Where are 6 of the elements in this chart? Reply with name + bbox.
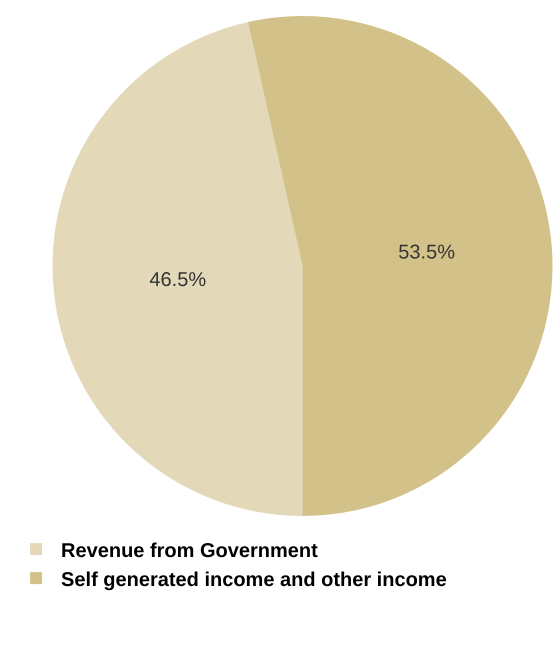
- data-label: 46.5%: [149, 268, 206, 291]
- legend-label: Revenue from Government: [61, 540, 318, 562]
- pie-slice: [52, 22, 302, 516]
- pie-slice: [248, 16, 552, 516]
- data-label: 53.5%: [398, 241, 456, 264]
- legend-label: Self generated income and other income: [61, 568, 447, 591]
